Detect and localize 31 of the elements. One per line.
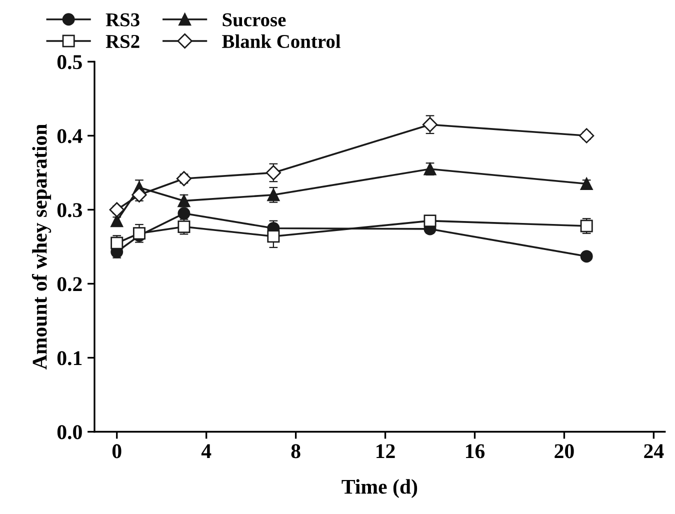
point	[266, 165, 282, 180]
x-tick-label: 16	[466, 444, 485, 458]
point	[110, 214, 124, 228]
point	[580, 178, 593, 190]
y-tick-label: 0.4	[57, 129, 82, 144]
legend-label: RS2	[106, 34, 140, 48]
y-axis-title: Amount of whey separation	[32, 124, 52, 370]
point	[178, 207, 190, 220]
point	[580, 250, 593, 263]
x-axis-title: Time (d)	[342, 479, 418, 498]
legend-label: Sucrose	[222, 13, 286, 26]
point	[109, 202, 124, 218]
x-tick-label: 8	[291, 444, 300, 458]
x-tick-label: 20	[554, 444, 574, 458]
y-tick-label: 0.2	[57, 277, 82, 292]
x-tick-label: 24	[644, 444, 664, 458]
legend-label: RS3	[106, 13, 140, 26]
point	[424, 214, 436, 228]
y-tick-label: 0.0	[57, 425, 82, 440]
y-tick-label: 0.3	[57, 203, 82, 218]
x-tick-label: 4	[201, 444, 212, 458]
x-tick-label: 12	[376, 444, 395, 458]
legend-label: Blank Control	[222, 34, 340, 48]
point	[422, 117, 438, 132]
point	[579, 128, 594, 144]
point	[176, 171, 192, 186]
x-tick-label: 0	[112, 444, 122, 458]
y-tick-label: 0.1	[57, 351, 82, 366]
point	[132, 187, 147, 202]
y-tick-label: 0.5	[57, 55, 82, 70]
point	[267, 230, 280, 243]
